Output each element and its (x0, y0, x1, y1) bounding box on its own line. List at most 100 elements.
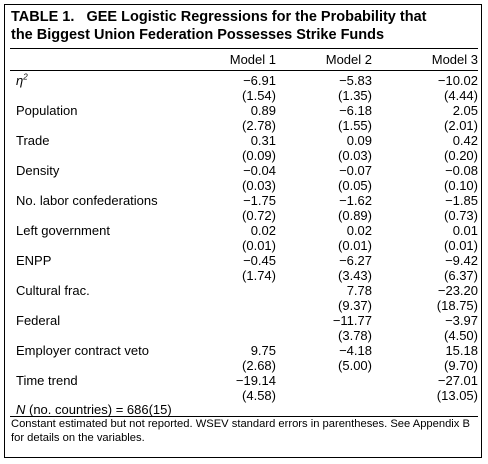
table-row: η2 −6.91 −5.83 −10.02 (10, 73, 478, 88)
coefficient-model-1: 0.02 (250, 223, 276, 238)
variable-name: Density (16, 163, 60, 178)
variable-name: Federal (16, 313, 61, 328)
variable-name: Employer contract veto (16, 343, 149, 358)
standard-error-model-3: (18.75) (436, 298, 478, 313)
variable-name-blank (10, 208, 182, 223)
standard-error-model-1: (2.68) (242, 358, 276, 373)
standard-error-model-3: (6.37) (444, 268, 478, 283)
variable-name: Trade (16, 133, 50, 148)
header-model-1: Model 1 (229, 52, 276, 67)
standard-error-model-2: (1.35) (338, 88, 372, 103)
variable-name-blank (10, 358, 182, 373)
standard-error-model-1: (0.72) (242, 208, 276, 223)
coefficient-model-1: 9.75 (250, 343, 276, 358)
standard-error-model-1: (0.09) (242, 148, 276, 163)
title-line-2: the Biggest Union Federation Possesses S… (11, 27, 385, 43)
table-row: ENPP −0.45 −6.27 −9.42 (10, 253, 478, 268)
table-row-se: (3.78) (4.50) (10, 328, 478, 343)
standard-error-model-2: (5.00) (338, 358, 372, 373)
coefficient-model-2: −6.18 (339, 103, 372, 118)
standard-error-model-3: (0.01) (444, 238, 478, 253)
variable-name: Cultural frac. (16, 283, 90, 298)
standard-error-model-2: (0.01) (338, 238, 372, 253)
standard-error-model-2: (3.43) (338, 268, 372, 283)
header-model-2: Model 2 (325, 52, 372, 67)
standard-error-model-3: (2.01) (444, 118, 478, 133)
coefficient-model-2 (276, 373, 372, 388)
coefficient-model-1: −0.04 (243, 163, 276, 178)
table-label: TABLE 1. (11, 9, 75, 25)
variable-name: ENPP (16, 253, 52, 268)
standard-error-model-1: (2.78) (242, 118, 276, 133)
n-symbol: N (16, 402, 26, 417)
variable-name-blank (10, 238, 182, 253)
standard-error-model-3: (4.44) (444, 88, 478, 103)
variable-name: Time trend (16, 373, 78, 388)
header-model-3: Model 3 (431, 52, 478, 67)
standard-error-model-2 (276, 388, 372, 403)
standard-error-model-1: (0.03) (242, 178, 276, 193)
coefficient-model-3: −1.85 (445, 193, 478, 208)
variable-name-blank (10, 298, 182, 313)
coefficient-model-3: 0.01 (452, 223, 478, 238)
table-row-se: (1.74) (3.43) (6.37) (10, 268, 478, 283)
standard-error-model-2: (3.78) (338, 328, 372, 343)
coefficient-model-3: −10.02 (437, 73, 478, 88)
table-row-se: (1.54) (1.35) (4.44) (10, 88, 478, 103)
coefficient-model-1 (182, 283, 276, 298)
coefficient-model-2: −4.18 (339, 343, 372, 358)
standard-error-model-3: (0.10) (444, 178, 478, 193)
variable-name-blank (10, 328, 182, 343)
standard-error-model-3: (9.70) (444, 358, 478, 373)
rule-header (10, 70, 478, 71)
table-row-se: (0.72) (0.89) (0.73) (10, 208, 478, 223)
variable-name-blank (10, 148, 182, 163)
standard-error-model-1 (182, 298, 276, 313)
table-row-se: (2.68) (5.00) (9.70) (10, 358, 478, 373)
coefficient-model-2: 7.78 (346, 283, 372, 298)
rule-top (10, 48, 478, 49)
standard-error-model-1: (4.58) (242, 388, 276, 403)
table-body: η2 −6.91 −5.83 −10.02 (1.54) (1.35) (4.44) Popu… (10, 67, 478, 403)
table-row-se: (0.09) (0.03) (0.20) (10, 148, 478, 163)
coefficient-model-3: 0.42 (452, 133, 478, 148)
standard-error-model-2: (0.05) (338, 178, 372, 193)
table-row-se: (0.01) (0.01) (0.01) (10, 238, 478, 253)
coefficient-model-2: −5.83 (339, 73, 372, 88)
table-row: Employer contract veto 9.75 −4.18 15.18 (10, 343, 478, 358)
coefficient-model-1: −0.45 (243, 253, 276, 268)
table-row: Population 0.89 −6.18 2.05 (10, 103, 478, 118)
standard-error-model-1 (182, 328, 276, 343)
variable-name-blank (10, 178, 182, 193)
coefficient-model-2: −1.62 (339, 193, 372, 208)
coefficient-model-3: −27.01 (437, 373, 478, 388)
coefficient-model-1: −6.91 (243, 73, 276, 88)
table-row-se: (4.58) (13.05) (10, 388, 478, 403)
standard-error-model-3: (0.20) (444, 148, 478, 163)
title-text-1: GEE Logistic Regressions for the Probabi… (86, 9, 427, 25)
standard-error-model-2: (0.03) (338, 148, 372, 163)
variable-superscript: 2 (23, 72, 28, 82)
coefficient-model-3: −23.20 (437, 283, 478, 298)
standard-error-model-2: (0.89) (338, 208, 372, 223)
coefficient-model-2: −0.07 (339, 163, 372, 178)
header-row: Model 1 Model 2 Model 3 (10, 52, 478, 67)
variable-name: Population (16, 103, 78, 118)
coefficient-model-2: −11.77 (332, 313, 372, 328)
title-line-1: TABLE 1. GEE Logistic Regressions for th… (11, 8, 477, 26)
standard-error-model-2: (9.37) (338, 298, 372, 313)
standard-error-model-1: (0.01) (242, 238, 276, 253)
variable-name: Left government (16, 223, 110, 238)
coefficient-model-1: 0.31 (250, 133, 276, 148)
coefficient-model-1 (182, 313, 276, 328)
header-variable (10, 52, 182, 67)
coefficient-model-2: 0.02 (346, 223, 372, 238)
table-frame (4, 4, 482, 458)
rule-bottom (10, 416, 478, 417)
variable-name-blank (10, 388, 182, 403)
table-row: Density −0.04 −0.07 −0.08 (10, 163, 478, 178)
standard-error-model-3: (0.73) (444, 208, 478, 223)
table-row: Trade 0.31 0.09 0.42 (10, 133, 478, 148)
standard-error-model-1: (1.74) (242, 268, 276, 283)
table-row: Federal −11.77 −3.97 (10, 313, 478, 328)
